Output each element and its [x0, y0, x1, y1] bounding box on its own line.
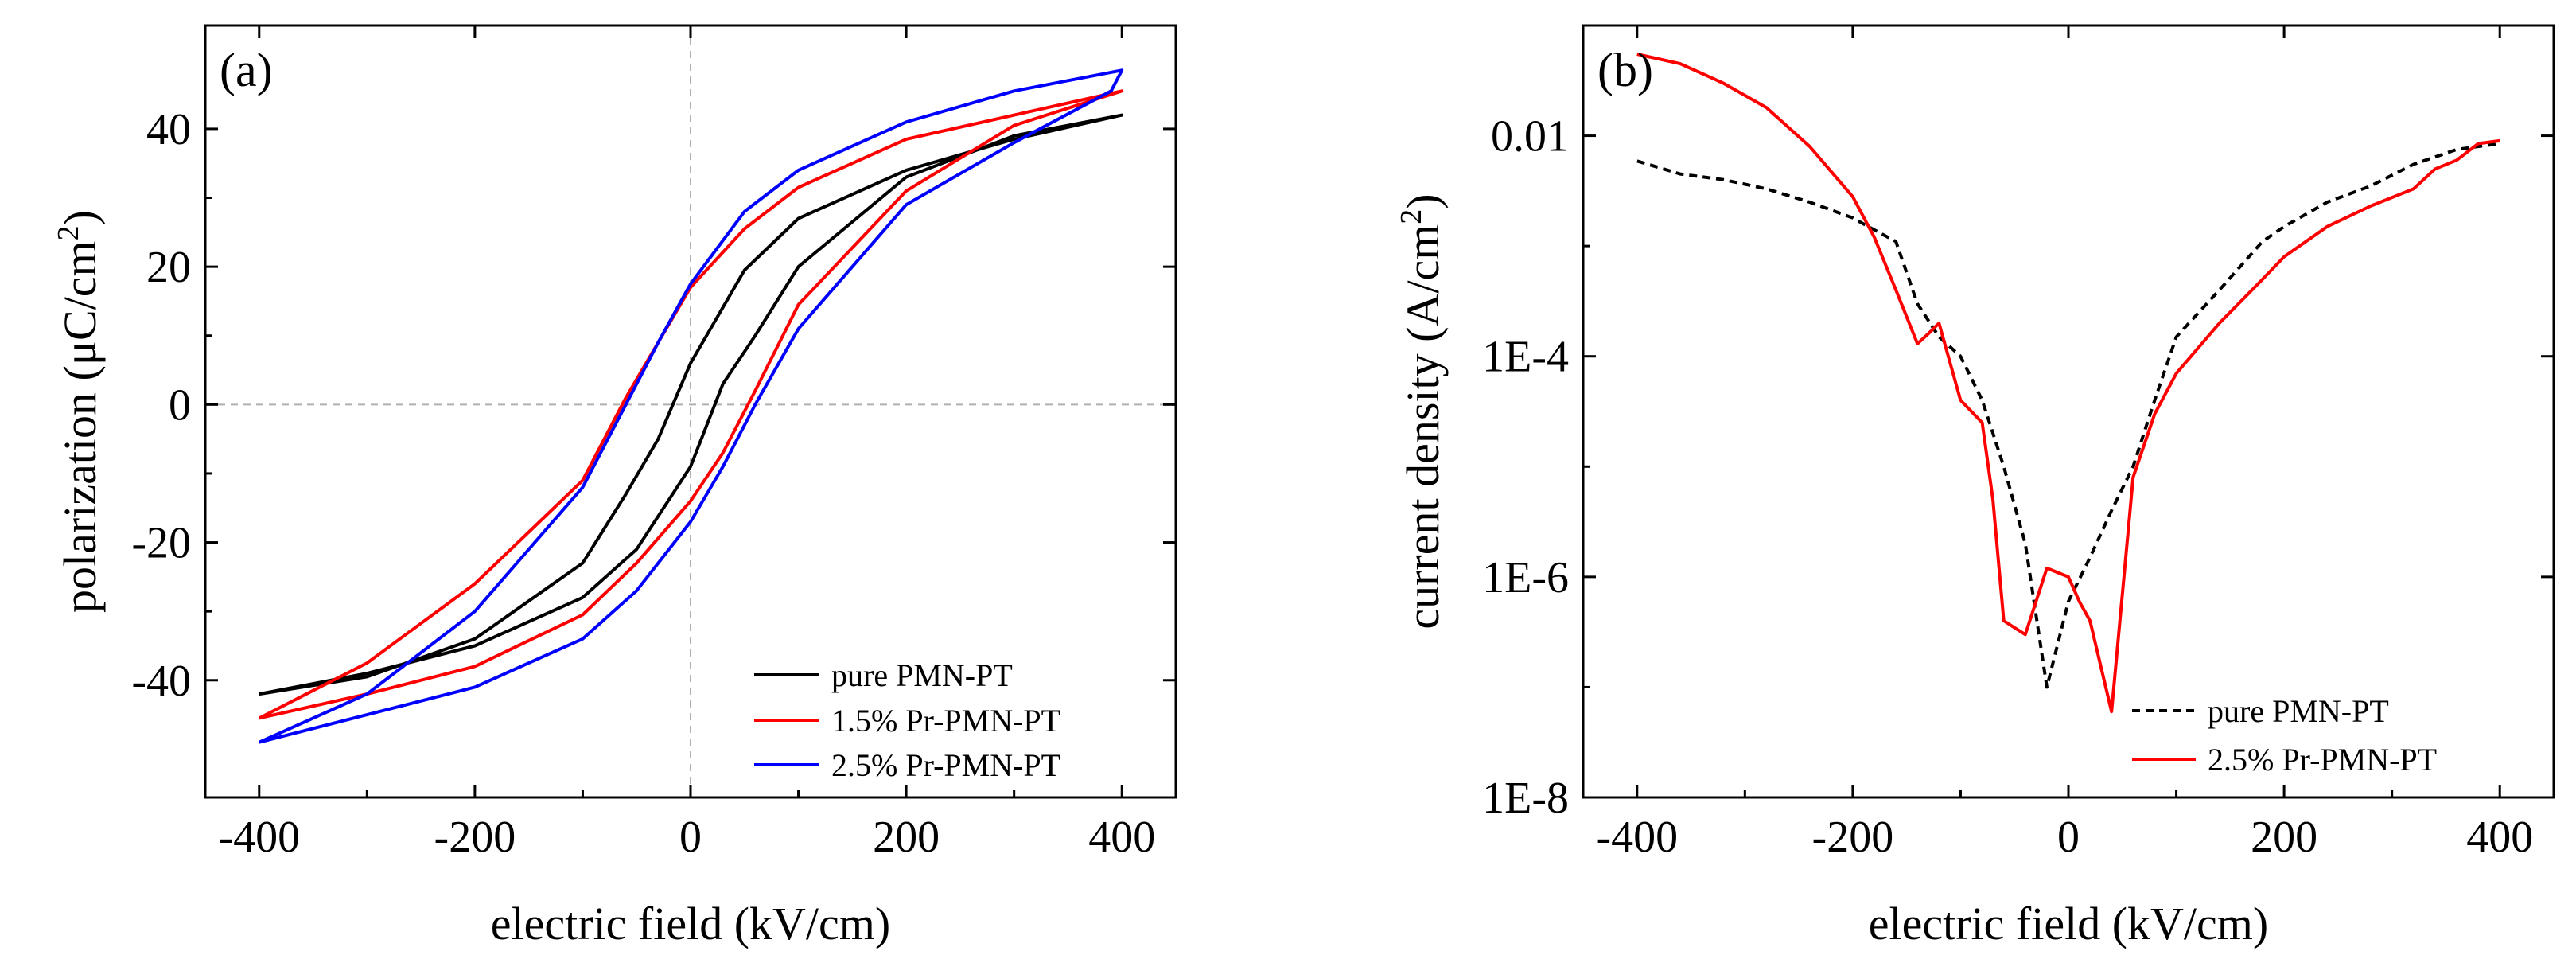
panel-b-legend: pure PMN-PT 2.5% Pr-PMN-PT [2132, 693, 2437, 778]
panel-b-xlabel: electric field (kV/cm) [1869, 898, 2268, 949]
panel-a-ylabel-sup: 2 [52, 225, 85, 240]
panel-b-xtick-label: -200 [1812, 813, 1894, 862]
panel-a-series-1 [259, 113, 1124, 696]
panel-a-legend: pure PMN-PT 1.5% Pr-PMN-PT 2.5% Pr-PMN-P… [754, 657, 1060, 783]
panel-a-xtick-label: 400 [1088, 813, 1155, 862]
panel-a-xtick-label: 200 [873, 813, 940, 862]
panel-b-xtick-label: -400 [1596, 813, 1678, 862]
panel-b-label: (b) [1597, 44, 1653, 96]
panel-b-ylabel-end: ) [1397, 193, 1449, 209]
panel-b-series [1636, 53, 2500, 714]
legend-b-label-pr25: 2.5% Pr-PMN-PT [2208, 742, 2437, 778]
panel-b-xtick-label: 400 [2466, 813, 2533, 862]
panel-a-xtick-label: -200 [434, 813, 516, 862]
panel-a-ytick-label: 0 [169, 380, 191, 430]
panel-b-ylabel-sup: 2 [1395, 209, 1428, 224]
panel-a-series [258, 68, 1124, 744]
panel-a-label: (a) [220, 44, 273, 96]
panel-a-ylabel: polarization (μC/cm2) [52, 210, 106, 613]
panel-b-xtick-label: 0 [2057, 813, 2080, 862]
legend-a-label-pure: pure PMN-PT [831, 657, 1013, 693]
panel-b-ticks: -400 -200 0 200 400 1E-8 1E-6 1E-4 0.01 [1482, 25, 2554, 862]
panel-a-ytick-label: 20 [146, 243, 191, 292]
panel-b-ylabel: current density (A/cm2) [1395, 193, 1449, 629]
panel-b-ylabel-main: current density (A/cm [1397, 224, 1449, 630]
legend-a-label-pr25: 2.5% Pr-PMN-PT [831, 747, 1060, 783]
panel-a-ytick-label: -20 [131, 519, 191, 568]
panel-a-xlabel: electric field (kV/cm) [491, 898, 890, 949]
panel-a-ytick-label: 40 [146, 105, 191, 154]
panel-b-xtick-label: 200 [2251, 813, 2317, 862]
panel-a-ylabel-end: ) [54, 210, 106, 225]
panel-a-series-2 [258, 89, 1124, 720]
panel-b-ytick-label: 0.01 [1491, 112, 1569, 162]
panel-b: -400 -200 0 200 400 1E-8 1E-6 1E-4 0.01 (b) elec… [1395, 24, 2555, 949]
panel-a-ytick-label: -40 [131, 657, 191, 706]
panel-b-ytick-label: 1E-6 [1482, 553, 1569, 602]
legend-b-label-pure: pure PMN-PT [2208, 693, 2389, 729]
panel-a-series-3 [258, 68, 1124, 744]
panel-a-xtick-label: -400 [218, 813, 300, 862]
panel-a-xtick-label: 0 [679, 813, 702, 862]
panel-b-ytick-label: 1E-8 [1482, 774, 1569, 823]
legend-a-label-pr15: 1.5% Pr-PMN-PT [831, 703, 1060, 739]
panel-b-ytick-label: 1E-4 [1482, 333, 1569, 382]
panel-b-series-2 [1636, 53, 2500, 714]
panel-b-series-1 [1636, 142, 2500, 689]
panel-a-grid [205, 25, 1176, 797]
panel-a-ylabel-main: polarization (μC/cm [54, 240, 106, 613]
